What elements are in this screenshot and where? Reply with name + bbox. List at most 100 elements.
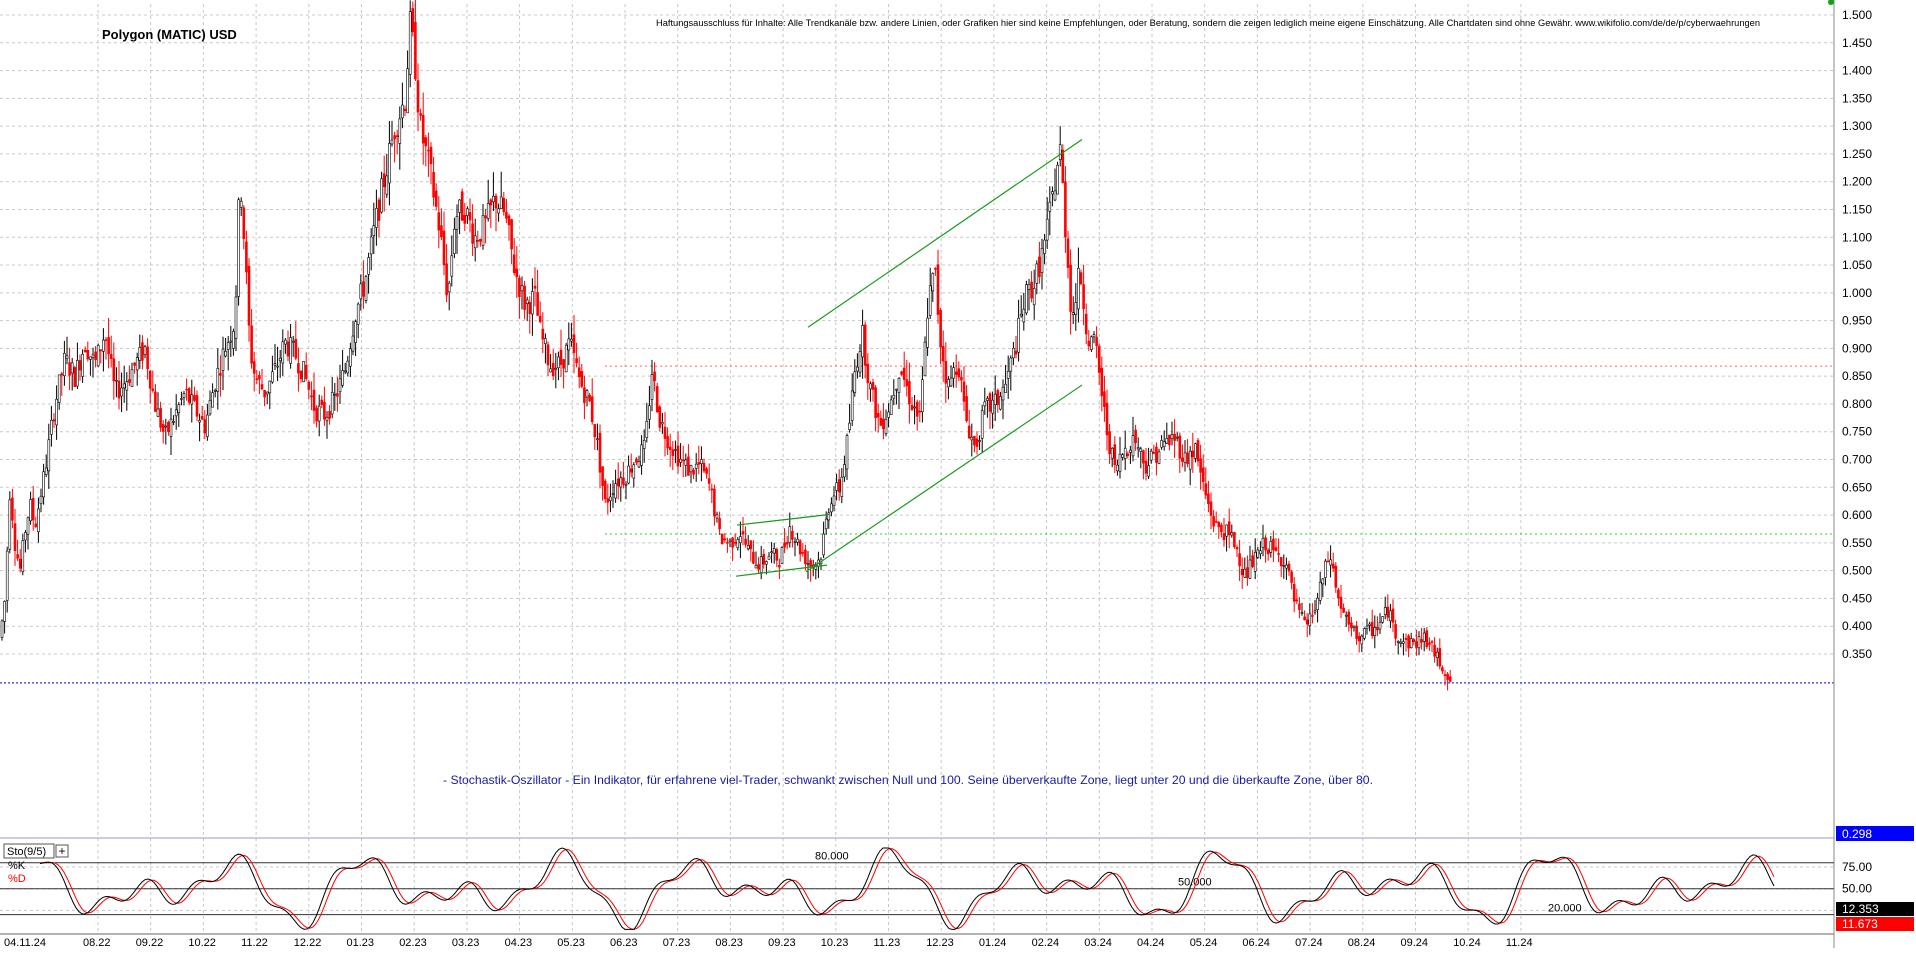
candle-body: [141, 342, 144, 361]
candle-body: [5, 550, 9, 601]
candle-body: [697, 462, 701, 465]
candle-body: [746, 545, 750, 550]
candle-body: [1407, 635, 1410, 649]
price-tick-label: 0.650: [1842, 480, 1872, 494]
candle-body: [512, 254, 516, 273]
candle-body: [1142, 450, 1145, 464]
candle-body: [47, 439, 51, 472]
oscillator-level-label: 50.000: [1178, 877, 1212, 889]
candle-body: [1435, 651, 1439, 658]
candle-body: [1126, 453, 1130, 456]
candle-body: [590, 396, 594, 423]
time-tick-label: 09.22: [136, 937, 164, 948]
time-tick-label: 04.24: [1137, 937, 1165, 948]
candle-body: [861, 325, 864, 358]
candle-body: [700, 459, 703, 464]
candle-body: [515, 268, 519, 278]
candle-body: [1318, 581, 1322, 601]
candle-body: [762, 553, 766, 565]
candle-body: [913, 406, 916, 409]
candle-body: [362, 281, 365, 297]
candle-body: [767, 555, 771, 560]
trendline: [736, 513, 830, 526]
candle-body: [1272, 538, 1275, 551]
candle-body: [879, 417, 883, 426]
oscillator-title: Sto(9/5): [7, 846, 46, 858]
candle-body: [247, 265, 251, 326]
candle-body: [939, 310, 942, 348]
candle-body: [905, 379, 909, 387]
candle-body: [541, 328, 545, 340]
candle-body: [892, 394, 896, 399]
candle-body: [497, 208, 500, 214]
candle-body: [1149, 450, 1153, 461]
candle-body: [559, 349, 563, 365]
candle-body: [520, 285, 524, 292]
candle-body: [52, 419, 56, 422]
candle-body: [284, 339, 287, 345]
candle-body: [1412, 639, 1416, 642]
candle-body: [182, 393, 186, 398]
candle-body: [1381, 616, 1384, 623]
candle-body: [1082, 284, 1085, 310]
candle-body: [86, 350, 90, 360]
candle-body: [437, 212, 441, 231]
candle-body: [16, 554, 19, 559]
candle-body: [414, 21, 417, 80]
candle-body: [55, 398, 58, 426]
candle-body: [562, 359, 565, 369]
candle-body: [156, 408, 160, 417]
candle-body: [390, 139, 394, 145]
candle-body: [1305, 619, 1309, 625]
plus-icon[interactable]: +: [59, 844, 66, 858]
candle-body: [567, 338, 571, 351]
candle-body: [775, 549, 779, 561]
candle-body: [635, 458, 638, 463]
price-tick-label: 0.400: [1842, 619, 1872, 633]
candle-body: [707, 478, 711, 484]
candle-body: [944, 361, 948, 384]
candle-body: [333, 393, 337, 396]
oscillator-expand-button[interactable]: [55, 844, 69, 858]
time-tick-label: 11.23: [874, 937, 901, 948]
candle-body: [89, 356, 92, 360]
candle-body: [29, 499, 32, 522]
candle-body: [159, 408, 162, 428]
candle-body: [601, 466, 604, 486]
candle-body: [1043, 239, 1046, 254]
candle-body: [1155, 446, 1158, 463]
candle-body: [1053, 190, 1057, 201]
candle-body: [143, 346, 147, 356]
candle-body: [809, 560, 812, 568]
chart-title: Polygon (MATIC) USD: [102, 27, 237, 42]
candle-body: [34, 523, 38, 528]
candle-body: [874, 387, 877, 419]
candle-body: [1012, 348, 1015, 359]
candle-body: [1443, 674, 1447, 676]
candle-body: [1084, 313, 1088, 335]
candle-body: [1118, 453, 1122, 472]
candle-body: [427, 149, 430, 152]
candle-body: [458, 199, 461, 213]
candle-body: [689, 465, 693, 473]
candle-body: [1165, 438, 1169, 444]
candle-body: [445, 263, 448, 296]
time-tick-label: 04.11.24: [4, 937, 46, 948]
candle-body: [1313, 610, 1317, 613]
candle-body: [804, 549, 807, 564]
candle-body: [104, 339, 108, 341]
candle-body: [489, 199, 493, 206]
candle-body: [551, 363, 555, 377]
candle-body: [666, 436, 669, 449]
candle-body: [1422, 632, 1426, 642]
candle-body: [1147, 465, 1150, 477]
candle-body: [1290, 571, 1293, 583]
candle-body: [603, 480, 607, 500]
candle-body: [840, 476, 844, 497]
candle-body: [372, 225, 376, 236]
candle-body: [978, 440, 981, 442]
price-tick-label: 1.050: [1842, 258, 1872, 272]
candle-body: [1396, 641, 1400, 643]
candle-body: [115, 379, 118, 382]
candle-body: [252, 361, 256, 374]
